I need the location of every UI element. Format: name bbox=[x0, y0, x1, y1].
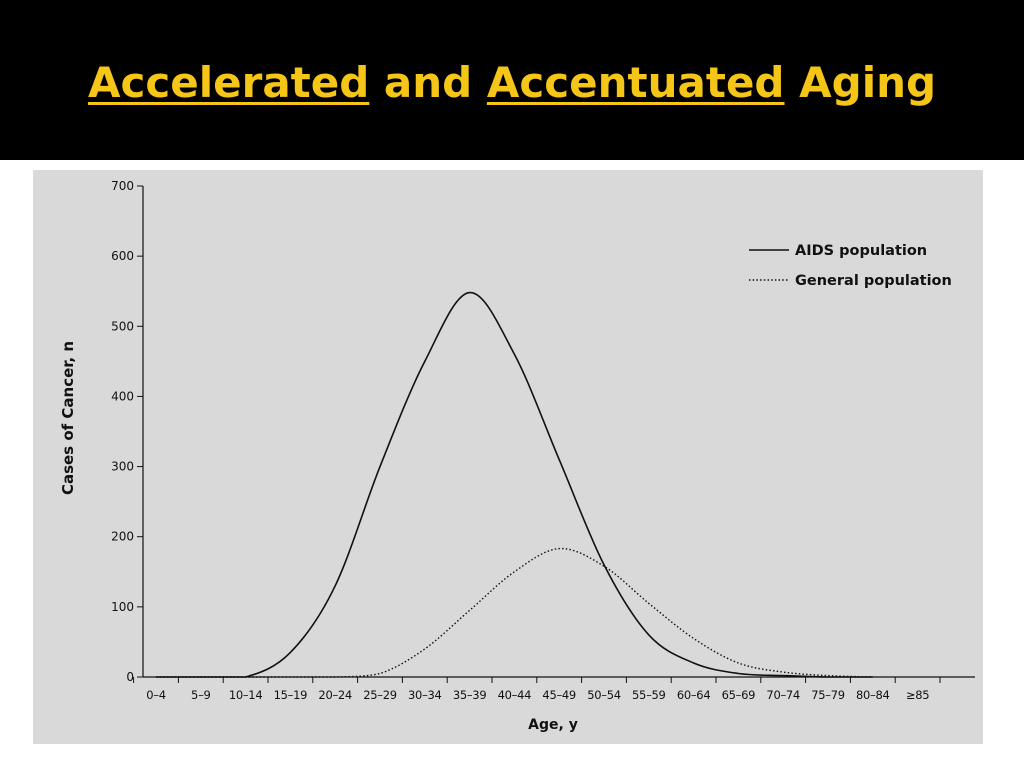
title-divider bbox=[0, 160, 1024, 164]
title-part-1: and bbox=[369, 58, 487, 107]
y-tick-label: 300 bbox=[111, 460, 134, 474]
y-tick-label: 400 bbox=[111, 389, 134, 403]
series-line-1 bbox=[155, 547, 873, 678]
title-part-3: Aging bbox=[784, 58, 937, 107]
slide-title: Accelerated and Accentuated Aging bbox=[0, 58, 1024, 107]
slide-content: 0 100 200 300 400 500 600 700 0–4 5–9 10–14 15–19 2… bbox=[0, 164, 1024, 768]
x-tick-label: 50–54 bbox=[587, 688, 621, 702]
x-tick-label: 15–19 bbox=[274, 688, 308, 702]
chart-panel: 0 100 200 300 400 500 600 700 0–4 5–9 10–14 15–19 2… bbox=[33, 170, 983, 744]
title-part-0: Accelerated bbox=[87, 58, 370, 107]
y-tick-label: 500 bbox=[111, 319, 134, 333]
x-tick-label: 40–44 bbox=[498, 688, 532, 702]
x-tick-label: 75–79 bbox=[811, 688, 845, 702]
x-tick-label: 0–4 bbox=[146, 688, 165, 702]
x-tick-label: 60–64 bbox=[677, 688, 711, 702]
chart-series-lines bbox=[155, 291, 873, 678]
y-tick-label: 600 bbox=[111, 249, 134, 263]
y-axis-ticks: 0 100 200 300 400 500 600 700 bbox=[111, 179, 143, 684]
x-axis-ticks: 0–4 5–9 10–14 15–19 20–24 25–29 30–34 35–39 40–4… bbox=[133, 677, 941, 702]
legend-label-1: General population bbox=[795, 273, 952, 289]
x-tick-label: 45–49 bbox=[542, 688, 576, 702]
x-tick-label: 55–59 bbox=[632, 688, 666, 702]
x-axis-label: Age, y bbox=[528, 717, 578, 733]
x-tick-label: 30–34 bbox=[408, 688, 442, 702]
title-part-2: Accentuated bbox=[486, 58, 785, 107]
chart-axes bbox=[142, 186, 975, 678]
x-tick-label: 20–24 bbox=[318, 688, 352, 702]
legend-label-0: AIDS population bbox=[795, 243, 927, 259]
x-tick-label: 65–69 bbox=[722, 688, 756, 702]
x-tick-label: ≥85 bbox=[906, 688, 929, 702]
chart-legend: AIDS population General population bbox=[749, 243, 952, 289]
x-tick-label: 80–84 bbox=[856, 688, 890, 702]
x-tick-label: 70–74 bbox=[766, 688, 800, 702]
x-tick-label: 25–29 bbox=[363, 688, 397, 702]
series-line-0 bbox=[155, 291, 873, 678]
y-tick-label: 200 bbox=[111, 530, 134, 544]
x-tick-label: 35–39 bbox=[453, 688, 487, 702]
y-tick-label: 100 bbox=[111, 600, 134, 614]
cancer-cases-chart: 0 100 200 300 400 500 600 700 0–4 5–9 10–14 15–19 2… bbox=[59, 179, 975, 733]
x-tick-label: 10–14 bbox=[229, 688, 263, 702]
y-tick-label: 0 bbox=[126, 670, 134, 684]
x-tick-label: 5–9 bbox=[191, 688, 210, 702]
y-tick-label: 700 bbox=[111, 179, 134, 193]
y-axis-label: Cases of Cancer, n bbox=[59, 341, 77, 495]
slide-header: Accelerated and Accentuated Aging bbox=[0, 0, 1024, 160]
